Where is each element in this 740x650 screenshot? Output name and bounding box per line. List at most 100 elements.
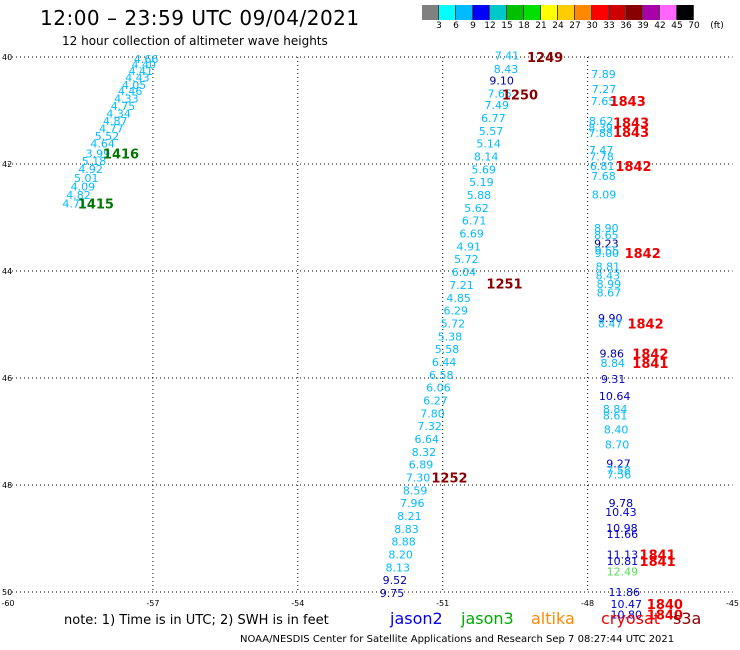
wave-height-value: 8.65 bbox=[594, 229, 619, 242]
color-scale-label: 24 bbox=[552, 21, 564, 31]
longitude-label: -45 bbox=[726, 599, 739, 608]
color-swatch bbox=[456, 5, 473, 20]
wave-height-value: 5.01 bbox=[74, 172, 99, 185]
wave-height-value: 5.52 bbox=[95, 130, 120, 143]
wave-height-value: 9.00 bbox=[595, 247, 620, 260]
wave-height-value: 8.32 bbox=[412, 446, 437, 459]
wave-height-value: 7.89 bbox=[591, 68, 616, 81]
credit-line: NOAA/NESDIS Center for Satellite Applica… bbox=[240, 634, 675, 645]
color-swatch bbox=[541, 5, 558, 20]
wave-height-value: 7.49 bbox=[485, 99, 510, 112]
orbit-cycle-label: 1840 bbox=[647, 608, 683, 623]
color-scale-labels: 3 6 9 12 15 18 21 24 27 30 33 36 39 42 45 70 (ft) bbox=[422, 21, 740, 33]
color-scale-label: 42 bbox=[654, 21, 666, 31]
color-scale-unit: (ft) bbox=[710, 21, 724, 31]
color-swatch bbox=[439, 5, 456, 20]
wave-height-value: 9.86 bbox=[600, 347, 625, 360]
wave-height-value: 5.19 bbox=[469, 176, 494, 189]
wave-height-value: 8.70 bbox=[605, 438, 630, 451]
color-scale-label: 15 bbox=[501, 21, 513, 31]
wave-height-value: 7.56 bbox=[607, 468, 632, 481]
color-swatch bbox=[677, 5, 694, 20]
legend-altika: altika bbox=[531, 609, 575, 628]
wave-height-value: 6.69 bbox=[459, 228, 484, 241]
wave-height-value: 4.71 bbox=[62, 198, 87, 211]
legend-cryosat: cryosat bbox=[601, 609, 661, 628]
wave-height-value: 11.86 bbox=[609, 586, 641, 599]
wave-height-value: 12.49 bbox=[607, 566, 639, 579]
latitude-label: 50 bbox=[2, 588, 12, 597]
wave-height-value: 8.67 bbox=[597, 286, 622, 299]
wave-height-value: 7.47 bbox=[589, 144, 614, 157]
orbit-cycle-label: 1842 bbox=[627, 317, 663, 332]
color-scale-label: 9 bbox=[470, 21, 476, 31]
wave-height-value: 10.98 bbox=[606, 522, 638, 535]
wave-height-value: 6.58 bbox=[429, 369, 454, 382]
wave-height-value: 6.89 bbox=[409, 459, 434, 472]
color-scale-label: 3 bbox=[436, 21, 442, 31]
wave-height-value: 5.58 bbox=[435, 343, 460, 356]
wave-height-value: 4.82 bbox=[66, 189, 91, 202]
wave-height-value: 5.72 bbox=[454, 253, 479, 266]
wave-height-value: 8.59 bbox=[403, 484, 428, 497]
orbit-cycle-label: 1842 bbox=[625, 247, 661, 262]
wave-height-value: 8.39 bbox=[588, 122, 613, 135]
wave-height-value: 6.81 bbox=[590, 160, 615, 173]
orbit-cycle-labels: 1249125012511252141614151843184318431842… bbox=[78, 51, 683, 623]
wave-height-value: 9.75 bbox=[380, 587, 405, 600]
wave-height-value: 9.27 bbox=[606, 458, 631, 471]
wave-height-value: 4.92 bbox=[78, 163, 103, 176]
wave-height-value: 4.75 bbox=[111, 100, 136, 113]
wave-height-value: 8.13 bbox=[386, 561, 411, 574]
wave-height-value: 4.87 bbox=[103, 115, 128, 128]
wave-height-value: 7.78 bbox=[589, 151, 614, 164]
wave-height-value: 4.09 bbox=[71, 180, 96, 193]
wave-height-value: 4.64 bbox=[90, 138, 115, 151]
longitude-label: -60 bbox=[1, 599, 14, 608]
wave-height-value: 4.34 bbox=[106, 108, 131, 121]
wave-height-value: 8.47 bbox=[598, 317, 623, 330]
latitude-label: 40 bbox=[2, 53, 12, 62]
wave-height-value: 8.62 bbox=[589, 115, 614, 128]
color-swatch bbox=[592, 5, 609, 20]
wave-height-value: 7.58 bbox=[606, 464, 631, 477]
longitude-label: -57 bbox=[146, 599, 159, 608]
wave-height-value: 11.13 bbox=[607, 549, 639, 562]
orbit-cycle-label: 1415 bbox=[78, 198, 114, 213]
wave-height-value: 9.10 bbox=[489, 75, 514, 88]
color-swatch bbox=[575, 5, 592, 20]
orbit-cycle-label: 1843 bbox=[613, 116, 649, 131]
orbit-cycle-label: 1840 bbox=[647, 598, 683, 613]
color-swatch bbox=[422, 5, 439, 20]
color-scale-label: 33 bbox=[603, 21, 615, 31]
wave-height-value: 5.69 bbox=[472, 163, 497, 176]
orbit-cycle-label: 1251 bbox=[486, 277, 522, 292]
wave-height-value: 8.43 bbox=[494, 63, 519, 76]
color-swatch bbox=[626, 5, 643, 20]
wave-height-value: 5.62 bbox=[464, 202, 489, 215]
color-swatch bbox=[558, 5, 575, 20]
orbit-cycle-label: 1843 bbox=[613, 126, 649, 141]
color-swatch bbox=[473, 5, 490, 20]
color-scale-label: 6 bbox=[453, 21, 459, 31]
wave-height-value: 4.05 bbox=[122, 79, 147, 92]
color-scale-label: 39 bbox=[637, 21, 649, 31]
color-swatch bbox=[660, 5, 677, 20]
wave-height-value: 6.04 bbox=[452, 266, 477, 279]
wave-height-value: 5.72 bbox=[441, 317, 466, 330]
wave-height-value: 7.88 bbox=[588, 127, 613, 140]
orbit-cycle-label: 1842 bbox=[632, 347, 668, 362]
wave-height-value: 8.83 bbox=[394, 523, 419, 536]
orbit-cycle-label: 1841 bbox=[640, 549, 676, 564]
color-scale-label: 45 bbox=[671, 21, 683, 31]
wave-height-value: 9.55 bbox=[595, 245, 620, 258]
wave-height-value: 8.84 bbox=[600, 357, 625, 370]
color-swatch bbox=[609, 5, 626, 20]
color-scale-label: 12 bbox=[484, 21, 496, 31]
longitude-label: -54 bbox=[291, 599, 304, 608]
latitude-label: 46 bbox=[2, 374, 12, 383]
wave-height-value: 8.88 bbox=[391, 536, 416, 549]
wave-height-value: 11.66 bbox=[607, 528, 639, 541]
orbit-cycle-label: 1249 bbox=[527, 51, 563, 66]
page-title: 12:00 – 23:59 UTC 09/04/2021 bbox=[40, 6, 360, 30]
